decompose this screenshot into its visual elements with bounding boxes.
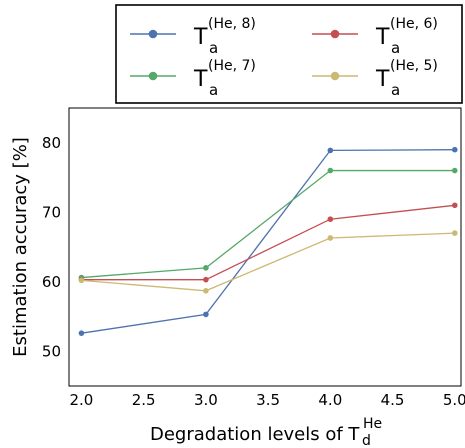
x-tick-label: 4.0 — [318, 391, 342, 409]
legend-marker — [330, 71, 340, 81]
series-line — [81, 149, 455, 334]
legend-label-base: T — [193, 67, 208, 92]
legend-label-base: T — [375, 67, 390, 92]
series-line — [81, 169, 455, 279]
data-point — [203, 276, 209, 283]
y-tick-label: 70 — [42, 203, 61, 221]
data-point — [78, 330, 85, 336]
data-point — [451, 202, 458, 209]
legend-label-base: T — [375, 25, 390, 50]
x-tick-label: 3.5 — [256, 391, 280, 409]
data-point — [203, 287, 209, 294]
plot-frame — [68, 107, 462, 387]
x-axis-label-sup: He — [363, 416, 382, 432]
y-tick-label: 80 — [42, 134, 61, 152]
y-tick-label: 60 — [42, 273, 61, 291]
legend-label-sub: a — [209, 81, 218, 99]
legend-label-sup: (He, 8) — [208, 16, 256, 32]
x-tick-label: 5.0 — [443, 391, 465, 409]
data-point — [451, 230, 458, 236]
data-point — [451, 167, 458, 174]
legend-box — [115, 4, 463, 104]
x-tick-label: 2.5 — [132, 391, 156, 409]
legend-label-sub: a — [391, 81, 400, 99]
data-point — [327, 235, 334, 241]
legend-label-sup: (He, 7) — [208, 58, 256, 74]
x-tick-label: 4.5 — [381, 391, 405, 409]
data-point — [327, 216, 334, 222]
legend-label-sub: a — [391, 39, 400, 57]
x-tick-label: 2.0 — [70, 391, 94, 409]
legend-label-base: T — [193, 25, 208, 50]
y-tick-label: 50 — [42, 342, 61, 360]
data-point — [327, 147, 334, 154]
legend-marker — [148, 29, 158, 39]
legend-marker — [148, 71, 158, 81]
y-axis-label: Estimation accuracy [%] — [10, 137, 31, 357]
series-line — [81, 232, 455, 292]
legend-label-sub: a — [209, 39, 218, 57]
data-point — [203, 265, 209, 271]
data-point — [78, 277, 85, 284]
series-group — [78, 146, 458, 336]
x-tick-label: 3.0 — [194, 391, 218, 409]
data-point — [327, 167, 334, 174]
data-point — [451, 146, 458, 153]
legend-marker — [330, 29, 340, 39]
data-point — [203, 311, 209, 318]
x-axis-ticks: 2.0 2.5 3.0 3.5 4.0 4.5 5.0 — [70, 391, 465, 409]
x-axis-label-sub: d — [362, 433, 371, 448]
legend-label-sup: (He, 5) — [390, 58, 438, 74]
x-axis-label: Degradation levels of T — [150, 424, 360, 445]
x-axis-label-main: Degradation levels of T — [150, 424, 360, 445]
legend-label-sup: (He, 6) — [390, 16, 438, 32]
y-axis-ticks: 50 60 70 80 — [42, 134, 61, 361]
series-line — [81, 204, 455, 281]
